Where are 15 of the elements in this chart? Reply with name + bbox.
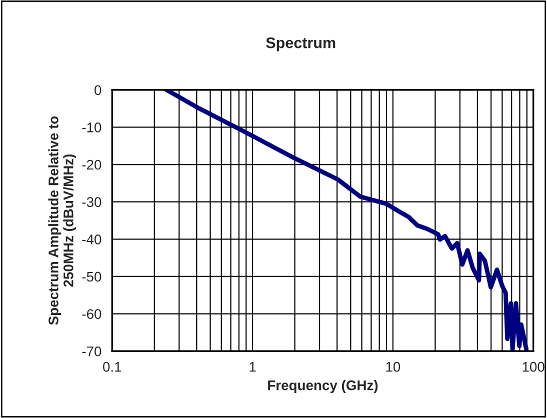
y-tick-label: 0 — [94, 85, 102, 96]
y-tick-label: -30 — [82, 197, 102, 208]
x-axis-title: Frequency (GHz) — [268, 380, 378, 393]
x-tick-label: 10 — [386, 362, 400, 372]
x-tick-label: 100 — [522, 362, 544, 372]
y-axis-title: Spectrum Amplitude Relative to 250MHz (dBuV/MHz) — [48, 116, 76, 325]
chart-title: Spectrum — [266, 37, 336, 52]
y-tick-label: -20 — [82, 160, 102, 170]
y-tick-label: -60 — [82, 309, 102, 319]
y-tick-label: -40 — [82, 234, 102, 244]
x-tick-label: 0.1 — [103, 362, 122, 372]
y-tick-label: -10 — [82, 122, 102, 132]
x-tick-label: 1 — [250, 362, 256, 372]
y-tick-label: -70 — [82, 346, 102, 356]
y-tick-label: -50 — [82, 272, 102, 282]
